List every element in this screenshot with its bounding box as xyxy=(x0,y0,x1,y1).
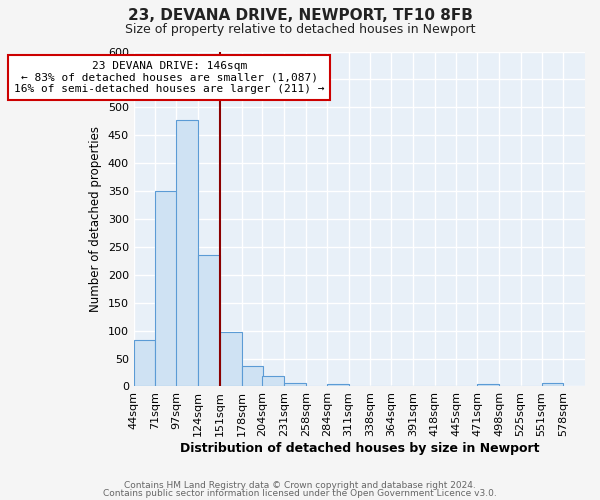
Text: Size of property relative to detached houses in Newport: Size of property relative to detached ho… xyxy=(125,22,475,36)
Bar xyxy=(176,120,198,386)
Bar xyxy=(477,384,499,386)
Bar xyxy=(242,366,263,386)
Bar xyxy=(134,340,155,386)
Bar xyxy=(220,332,242,386)
Bar xyxy=(327,384,349,386)
Text: Contains public sector information licensed under the Open Government Licence v3: Contains public sector information licen… xyxy=(103,488,497,498)
Bar xyxy=(155,191,177,386)
Bar xyxy=(198,254,220,386)
Text: 23, DEVANA DRIVE, NEWPORT, TF10 8FB: 23, DEVANA DRIVE, NEWPORT, TF10 8FB xyxy=(128,8,472,22)
Text: Contains HM Land Registry data © Crown copyright and database right 2024.: Contains HM Land Registry data © Crown c… xyxy=(124,481,476,490)
Bar xyxy=(262,376,284,386)
Y-axis label: Number of detached properties: Number of detached properties xyxy=(89,126,102,312)
Bar xyxy=(542,382,563,386)
X-axis label: Distribution of detached houses by size in Newport: Distribution of detached houses by size … xyxy=(179,442,539,455)
Bar xyxy=(284,382,306,386)
Text: 23 DEVANA DRIVE: 146sqm
← 83% of detached houses are smaller (1,087)
16% of semi: 23 DEVANA DRIVE: 146sqm ← 83% of detache… xyxy=(14,61,325,94)
